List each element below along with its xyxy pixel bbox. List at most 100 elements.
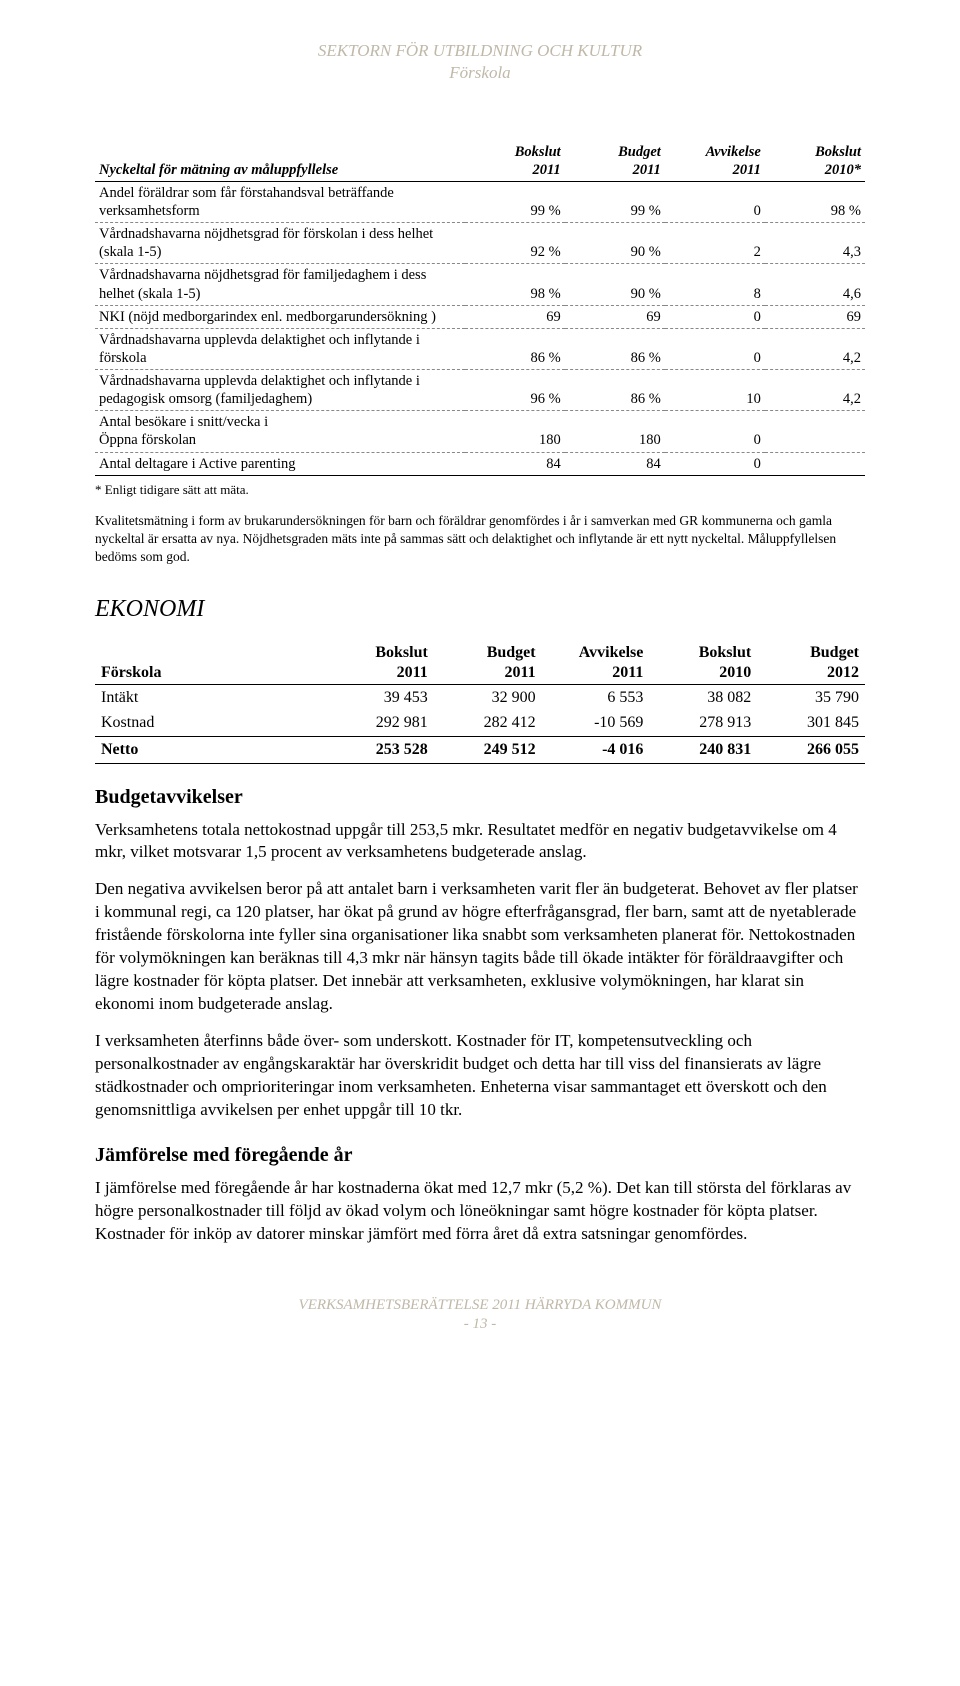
table-row: Kostnad292 981282 412-10 569278 913301 8… xyxy=(95,710,865,736)
row-value: 96 % xyxy=(465,370,565,411)
row-value: 92 % xyxy=(465,223,565,264)
row-label: Antal deltagare i Active parenting xyxy=(95,452,465,475)
footer-line2: - 13 - xyxy=(464,1316,497,1332)
row-value: 0 xyxy=(665,328,765,369)
jamforelse-para-1: I jämförelse med föregående år har kostn… xyxy=(95,1177,865,1246)
row-value: 84 xyxy=(565,452,665,475)
row-value: 99 % xyxy=(565,181,665,222)
row-label: Intäkt xyxy=(95,684,326,710)
table-row: Vårdnadshavarna upplevda delaktighet och… xyxy=(95,328,865,369)
row-value: 301 845 xyxy=(757,710,865,736)
footer-line1: VERKSAMHETSBERÄTTELSE 2011 HÄRRYDA KOMMU… xyxy=(299,1297,662,1313)
jamforelse-heading: Jämförelse med föregående år xyxy=(95,1144,865,1167)
col-bokslut-2011: Bokslut 2011 xyxy=(465,144,565,181)
nyckeltal-title: Nyckeltal för mätning av måluppfyllelse xyxy=(95,144,465,181)
row-value: 98 % xyxy=(765,181,865,222)
row-value: 266 055 xyxy=(757,736,865,763)
page: SEKTORN FÖR UTBILDNING OCH KULTUR Försko… xyxy=(0,0,960,1365)
budget-para-2: Den negativa avvikelsen beror på att ant… xyxy=(95,878,865,1016)
row-value: 35 790 xyxy=(757,684,865,710)
table-row: Vårdnadshavarna nöjdhetsgrad för familje… xyxy=(95,264,865,305)
row-label: Vårdnadshavarna upplevda delaktighet och… xyxy=(95,370,465,411)
row-value: -4 016 xyxy=(542,736,650,763)
ekonomi-table: Förskola Bokslut 2011 Budget 2011 Avvike… xyxy=(95,641,865,763)
row-value: 69 xyxy=(565,305,665,328)
col-avvikelse-2011: Avvikelse 2011 xyxy=(542,641,650,684)
row-value: 84 xyxy=(465,452,565,475)
header-line2: Förskola xyxy=(95,62,865,84)
row-value: 4,3 xyxy=(765,223,865,264)
row-value: 0 xyxy=(665,411,765,452)
table-row: Antal besökare i snitt/vecka i Öppna för… xyxy=(95,411,865,452)
row-value: 0 xyxy=(665,181,765,222)
row-value: 282 412 xyxy=(434,710,542,736)
row-value: 4,2 xyxy=(765,370,865,411)
row-label: Kostnad xyxy=(95,710,326,736)
row-value: 39 453 xyxy=(326,684,434,710)
nyckeltal-footnote: * Enligt tidigare sätt att mäta. xyxy=(95,482,865,498)
col-bokslut-2010: Bokslut 2010 xyxy=(649,641,757,684)
row-value: 292 981 xyxy=(326,710,434,736)
row-value xyxy=(765,411,865,452)
table-row: NKI (nöjd medborgarindex enl. medborgaru… xyxy=(95,305,865,328)
col-budget-2011: Budget 2011 xyxy=(434,641,542,684)
table-row: Netto253 528249 512-4 016240 831266 055 xyxy=(95,736,865,763)
nyckeltal-table: Nyckeltal för mätning av måluppfyllelse … xyxy=(95,144,865,476)
row-label: NKI (nöjd medborgarindex enl. medborgaru… xyxy=(95,305,465,328)
nyckeltal-body: Andel föräldrar som får förstahandsval b… xyxy=(95,181,865,475)
row-value: 69 xyxy=(465,305,565,328)
row-value: 4,2 xyxy=(765,328,865,369)
row-value: 278 913 xyxy=(649,710,757,736)
col-bokslut-2010: Bokslut 2010* xyxy=(765,144,865,181)
col-bokslut-2011: Bokslut 2011 xyxy=(326,641,434,684)
budget-para-3: I verksamheten återfinns både över- som … xyxy=(95,1030,865,1122)
row-value: 90 % xyxy=(565,264,665,305)
row-value: 180 xyxy=(565,411,665,452)
row-label: Andel föräldrar som får förstahandsval b… xyxy=(95,181,465,222)
table-header-row: Nyckeltal för mätning av måluppfyllelse … xyxy=(95,144,865,181)
ekonomi-body: Intäkt39 45332 9006 55338 08235 790Kostn… xyxy=(95,684,865,763)
row-value: 0 xyxy=(665,452,765,475)
row-value: 90 % xyxy=(565,223,665,264)
row-value: 253 528 xyxy=(326,736,434,763)
row-label: Vårdnadshavarna upplevda delaktighet och… xyxy=(95,328,465,369)
page-header: SEKTORN FÖR UTBILDNING OCH KULTUR Försko… xyxy=(95,40,865,84)
row-value xyxy=(765,452,865,475)
row-value: -10 569 xyxy=(542,710,650,736)
row-value: 6 553 xyxy=(542,684,650,710)
table-row: Andel föräldrar som får förstahandsval b… xyxy=(95,181,865,222)
row-label: Vårdnadshavarna nöjdhetsgrad för familje… xyxy=(95,264,465,305)
nyckeltal-note: Kvalitetsmätning i form av brukarundersö… xyxy=(95,512,865,567)
row-value: 86 % xyxy=(565,370,665,411)
row-value: 8 xyxy=(665,264,765,305)
row-value: 4,6 xyxy=(765,264,865,305)
header-line1: SEKTORN FÖR UTBILDNING OCH KULTUR xyxy=(95,40,865,62)
page-footer: VERKSAMHETSBERÄTTELSE 2011 HÄRRYDA KOMMU… xyxy=(95,1296,865,1335)
table-row: Vårdnadshavarna upplevda delaktighet och… xyxy=(95,370,865,411)
row-value: 69 xyxy=(765,305,865,328)
row-value: 86 % xyxy=(565,328,665,369)
row-label: Netto xyxy=(95,736,326,763)
row-value: 38 082 xyxy=(649,684,757,710)
row-value: 2 xyxy=(665,223,765,264)
table-header-row: Förskola Bokslut 2011 Budget 2011 Avvike… xyxy=(95,641,865,684)
row-value: 0 xyxy=(665,305,765,328)
row-value: 240 831 xyxy=(649,736,757,763)
col-budget-2012: Budget 2012 xyxy=(757,641,865,684)
row-label: Vårdnadshavarna nöjdhetsgrad för förskol… xyxy=(95,223,465,264)
row-value: 98 % xyxy=(465,264,565,305)
row-value: 99 % xyxy=(465,181,565,222)
budgetavvikelser-heading: Budgetavvikelser xyxy=(95,786,865,809)
table-row: Vårdnadshavarna nöjdhetsgrad för förskol… xyxy=(95,223,865,264)
budget-para-1: Verksamhetens totala nettokostnad uppgår… xyxy=(95,819,865,865)
col-budget-2011: Budget 2011 xyxy=(565,144,665,181)
row-value: 249 512 xyxy=(434,736,542,763)
row-label: Antal besökare i snitt/vecka i Öppna för… xyxy=(95,411,465,452)
row-value: 180 xyxy=(465,411,565,452)
row-value: 86 % xyxy=(465,328,565,369)
ekonomi-row-header: Förskola xyxy=(95,641,326,684)
table-row: Intäkt39 45332 9006 55338 08235 790 xyxy=(95,684,865,710)
ekonomi-heading: EKONOMI xyxy=(95,596,865,623)
col-avvikelse-2011: Avvikelse 2011 xyxy=(665,144,765,181)
row-value: 10 xyxy=(665,370,765,411)
